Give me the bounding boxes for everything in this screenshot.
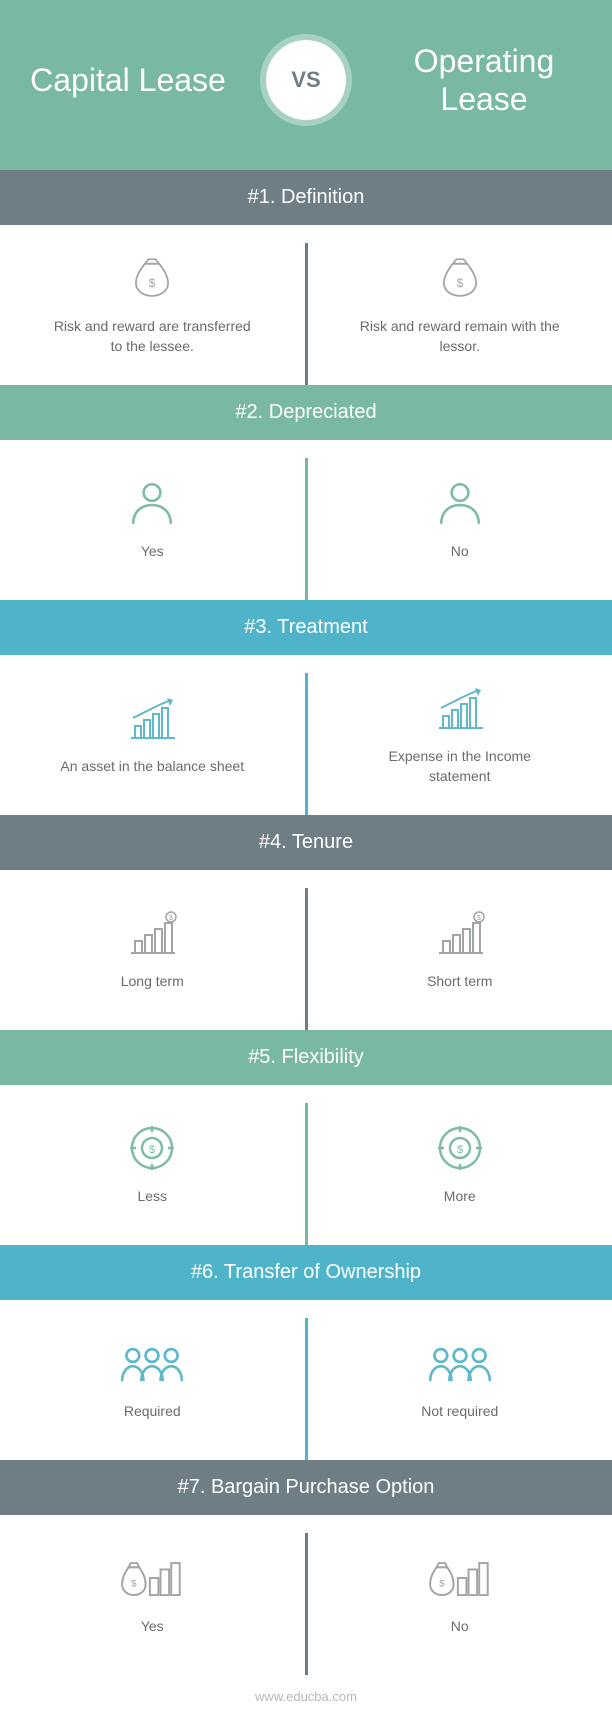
section-heading: #3. Treatment <box>0 600 612 655</box>
chart-dollar-icon <box>127 909 177 957</box>
cell-icon-wrap <box>435 683 485 733</box>
right-text: No <box>451 542 469 562</box>
left-cell: Yes <box>0 440 305 600</box>
vs-label: VS <box>291 67 320 93</box>
right-cell: Risk and reward remain with the lessor. <box>308 225 612 385</box>
header: Capital Lease VS Operating Lease <box>0 0 612 170</box>
bag-buildings-icon <box>428 1554 492 1602</box>
person-icon <box>435 479 485 527</box>
section-heading: #4. Tenure <box>0 815 612 870</box>
sections-list: #1. Definition Risk and reward are trans… <box>0 170 612 1675</box>
comparison-row: An asset in the balance sheet Expense in… <box>0 655 612 815</box>
left-text: Less <box>137 1187 167 1207</box>
left-cell: An asset in the balance sheet <box>0 655 305 815</box>
comparison-row: Less More <box>0 1085 612 1245</box>
right-text: Short term <box>427 972 492 992</box>
infographic-container: Capital Lease VS Operating Lease #1. Def… <box>0 0 612 1724</box>
vs-badge: VS <box>266 40 346 120</box>
cell-icon-wrap <box>127 253 177 303</box>
cell-icon-wrap <box>127 908 177 958</box>
cell-icon-wrap <box>435 1123 485 1173</box>
left-text: Yes <box>141 542 164 562</box>
left-text: Required <box>124 1402 181 1422</box>
cell-icon-wrap <box>127 693 177 743</box>
section-heading: #5. Flexibility <box>0 1030 612 1085</box>
comparison-row: Long term Short term <box>0 870 612 1030</box>
cell-icon-wrap <box>435 253 485 303</box>
comparison-row: Risk and reward are transferred to the l… <box>0 225 612 385</box>
comparison-row: Yes No <box>0 440 612 600</box>
right-text: More <box>444 1187 476 1207</box>
cell-icon-wrap <box>435 478 485 528</box>
right-cell: Short term <box>308 870 612 1030</box>
section-heading: #2. Depreciated <box>0 385 612 440</box>
right-text: No <box>451 1617 469 1637</box>
group-icon <box>120 1339 184 1387</box>
cell-icon-wrap <box>428 1553 492 1603</box>
right-cell: Expense in the Income statement <box>308 655 612 815</box>
cell-icon-wrap <box>127 478 177 528</box>
header-right-title: Operating Lease <box>376 42 592 119</box>
comparison-row: Yes No <box>0 1515 612 1675</box>
chart-dollar-icon <box>435 909 485 957</box>
left-cell: Required <box>0 1300 305 1460</box>
target-dollar-icon <box>127 1124 177 1172</box>
cell-icon-wrap <box>120 1553 184 1603</box>
section-heading: #7. Bargain Purchase Option <box>0 1460 612 1515</box>
cell-icon-wrap <box>435 908 485 958</box>
bag-buildings-icon <box>120 1554 184 1602</box>
header-left-title: Capital Lease <box>20 61 236 99</box>
chart-arrow-icon <box>435 684 485 732</box>
left-cell: Risk and reward are transferred to the l… <box>0 225 305 385</box>
section-heading: #6. Transfer of Ownership <box>0 1245 612 1300</box>
left-text: An asset in the balance sheet <box>60 757 244 777</box>
footer-url: www.educba.com <box>0 1675 612 1724</box>
right-cell: No <box>308 1515 612 1675</box>
right-text: Expense in the Income statement <box>360 747 560 786</box>
moneybag-icon <box>435 254 485 302</box>
left-cell: Less <box>0 1085 305 1245</box>
left-cell: Long term <box>0 870 305 1030</box>
right-text: Risk and reward remain with the lessor. <box>360 317 560 356</box>
right-cell: No <box>308 440 612 600</box>
left-text: Yes <box>141 1617 164 1637</box>
target-dollar-icon <box>435 1124 485 1172</box>
comparison-row: Required Not required <box>0 1300 612 1460</box>
left-cell: Yes <box>0 1515 305 1675</box>
moneybag-icon <box>127 254 177 302</box>
right-cell: Not required <box>308 1300 612 1460</box>
person-icon <box>127 479 177 527</box>
section-heading: #1. Definition <box>0 170 612 225</box>
right-text: Not required <box>421 1402 498 1422</box>
left-text: Risk and reward are transferred to the l… <box>52 317 252 356</box>
cell-icon-wrap <box>127 1123 177 1173</box>
cell-icon-wrap <box>428 1338 492 1388</box>
group-icon <box>428 1339 492 1387</box>
right-cell: More <box>308 1085 612 1245</box>
left-text: Long term <box>121 972 184 992</box>
cell-icon-wrap <box>120 1338 184 1388</box>
chart-arrow-icon <box>127 694 177 742</box>
